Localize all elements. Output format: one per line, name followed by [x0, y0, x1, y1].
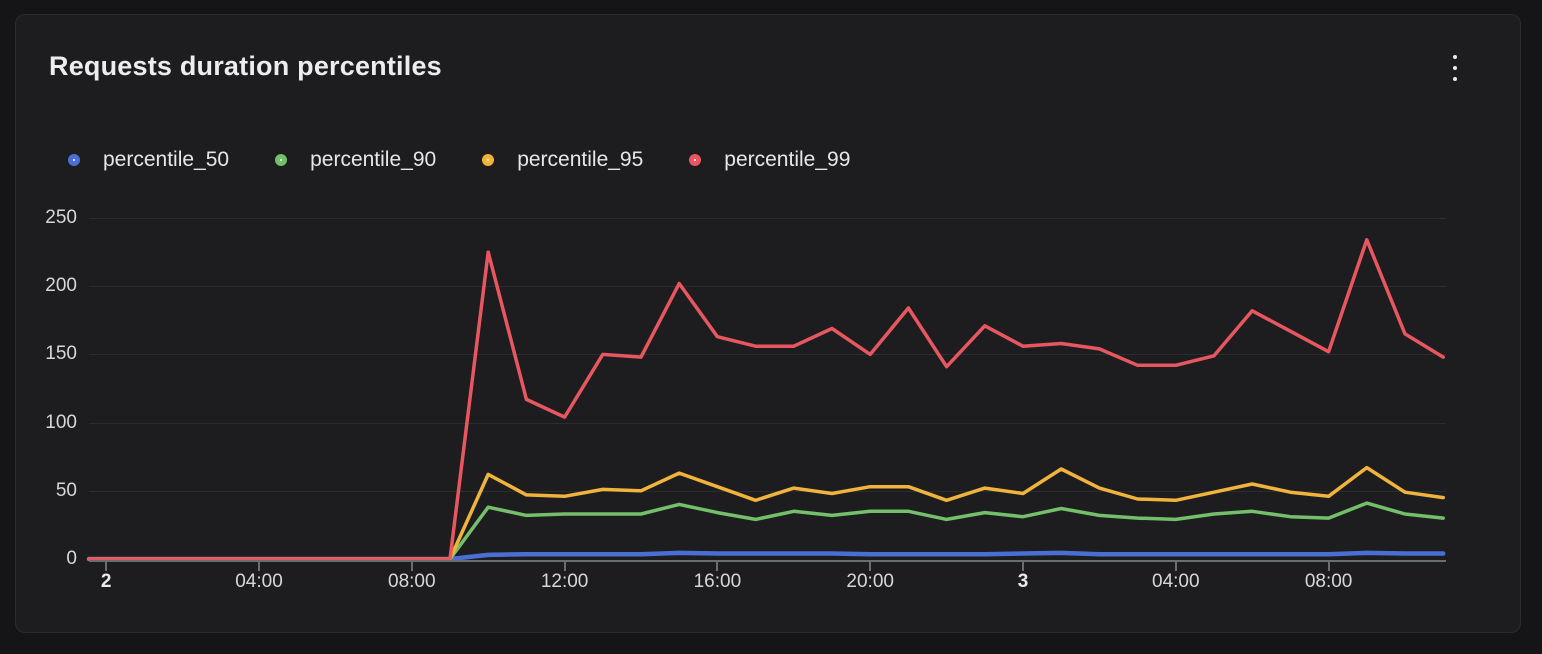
legend-item-percentile-90[interactable]: percentile_90	[275, 148, 436, 172]
kebab-vertical-icon	[1453, 55, 1457, 59]
axis-tick-icon	[1327, 562, 1330, 571]
axis-tick-icon	[563, 562, 566, 571]
legend-item-percentile-99[interactable]: percentile_99	[689, 148, 850, 172]
axis-tick-icon	[869, 562, 872, 571]
legend-item-percentile-95[interactable]: percentile_95	[482, 148, 643, 172]
series-line-percentile_90	[87, 501, 1445, 561]
series-marker-icon	[68, 154, 80, 166]
legend-label: percentile_99	[724, 148, 851, 171]
y-axis-label: 0	[66, 548, 77, 569]
y-axis-label: 50	[55, 479, 77, 501]
gridline	[89, 490, 1446, 492]
axis-tick-icon	[1022, 562, 1024, 571]
legend-label: percentile_90	[310, 148, 437, 171]
gridline	[89, 218, 1446, 219]
axis-tick-icon	[716, 562, 719, 571]
legend: percentile_50 percentile_90 percentile_9…	[68, 148, 850, 172]
kebab-vertical-icon	[1453, 66, 1457, 70]
x-axis-label: 2	[100, 571, 112, 592]
chart-panel: Requests duration percentiles percentile…	[15, 14, 1521, 633]
chart-plot-area[interactable]: 0 50 100 150 200 250 2 04:00 08:00 12:00 16:00 20:0…	[45, 207, 1446, 592]
x-axis-label: 08:00	[1304, 571, 1353, 592]
x-axis-label: 16:00	[693, 571, 742, 592]
gridline	[89, 354, 1446, 356]
axis-tick-icon	[410, 562, 413, 571]
x-axis-label: 04:00	[1152, 571, 1200, 592]
axis-tick-icon	[105, 562, 108, 571]
axis-tick-icon	[1174, 562, 1177, 571]
axis-tick-icon	[258, 562, 260, 571]
kebab-vertical-icon	[1453, 77, 1457, 81]
y-axis-label: 100	[45, 411, 77, 433]
series-marker-icon	[275, 154, 288, 166]
x-axis-label: 3	[1017, 571, 1029, 592]
panel-menu-button[interactable]	[1443, 51, 1467, 85]
y-axis-label: 200	[45, 275, 77, 297]
series-marker-icon	[689, 154, 702, 166]
series-line-percentile_99	[87, 238, 1445, 561]
x-axis-label: 04:00	[235, 571, 283, 592]
y-axis-label: 250	[45, 207, 77, 228]
gridline	[89, 286, 1446, 288]
series-marker-icon	[482, 154, 495, 166]
x-axis-line	[89, 560, 1446, 562]
legend-label: percentile_50	[103, 148, 230, 171]
line-chart	[86, 238, 1446, 562]
x-axis-label: 08:00	[388, 571, 436, 592]
legend-item-percentile-50[interactable]: percentile_50	[68, 148, 229, 172]
legend-label: percentile_95	[517, 148, 644, 171]
x-axis-label: 20:00	[846, 571, 894, 592]
gridline	[89, 422, 1446, 424]
x-axis-label: 12:00	[540, 571, 589, 592]
y-axis-label: 150	[45, 343, 77, 365]
panel-title: Requests duration percentiles	[49, 51, 442, 81]
